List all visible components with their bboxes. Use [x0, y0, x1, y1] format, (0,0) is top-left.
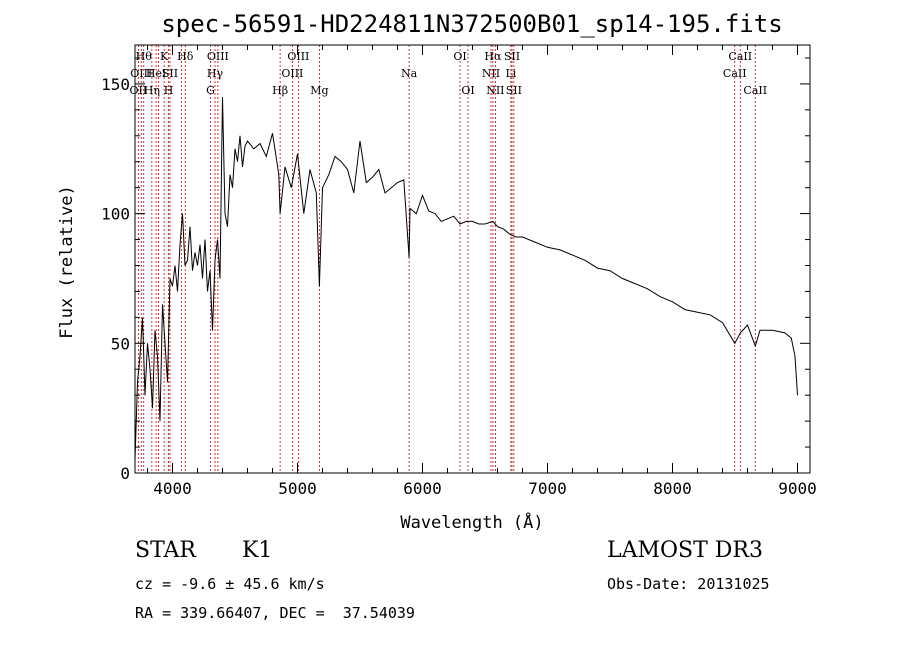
line-marker-label: Hβ — [272, 84, 288, 97]
line-marker-label: NII — [486, 84, 504, 97]
line-marker-label: Hδ — [177, 50, 194, 63]
line-marker-label: Hη — [144, 84, 160, 97]
line-marker-label: NII — [482, 67, 500, 80]
redshift-readout: cz = -9.6 ± 45.6 km/s — [135, 575, 325, 593]
y-tick-label: 100 — [101, 205, 130, 224]
line-marker-label: CaII — [743, 84, 767, 97]
x-axis-label: Wavelength (Å) — [400, 511, 543, 533]
line-marker-label: Hγ — [207, 67, 224, 80]
line-marker-label: SII — [506, 84, 522, 97]
x-tick-label: 7000 — [528, 479, 567, 498]
survey-name: LAMOST DR3 — [607, 538, 763, 563]
line-marker-label: SII — [504, 50, 520, 63]
line-marker-label: Li — [505, 67, 516, 80]
line-marker-label: OI — [453, 50, 466, 63]
y-axis-label: Flux (relative) — [57, 185, 77, 339]
x-tick-label: 9000 — [778, 479, 817, 498]
line-marker-label: OIII — [281, 67, 303, 80]
line-marker-label: K — [160, 50, 169, 63]
object-subclass: K1 — [242, 538, 273, 563]
line-marker-label: SII — [162, 67, 178, 80]
line-marker-label: G — [206, 84, 215, 97]
chart-title: spec-56591-HD224811N372500B01_sp14-195.f… — [161, 10, 782, 38]
x-axis-ticks: 4000 5000 6000 7000 8000 9000 — [147, 45, 817, 498]
line-marker-label: Na — [401, 67, 418, 80]
line-marker-label: OIII — [130, 67, 152, 80]
line-marker-label: Hθ — [136, 50, 153, 63]
x-tick-label: 4000 — [153, 479, 192, 498]
x-tick-label: 6000 — [403, 479, 442, 498]
line-marker-label: CaII — [723, 67, 747, 80]
object-class: STAR — [135, 538, 196, 563]
line-marker-label: Hα — [484, 50, 502, 63]
y-axis-ticks: 0 50 100 150 — [101, 57, 810, 483]
line-marker-label: OIII — [287, 50, 309, 63]
line-marker-label: HeI — [146, 67, 166, 80]
obs-date-readout: Obs-Date: 20131025 — [607, 575, 770, 593]
coordinates-readout: RA = 339.66407, DEC = 37.54039 — [135, 604, 415, 622]
y-tick-label: 50 — [111, 334, 130, 353]
y-tick-label: 150 — [101, 75, 130, 94]
emission-line-markers — [137, 45, 756, 473]
x-tick-label: 5000 — [278, 479, 317, 498]
y-tick-label: 0 — [120, 464, 130, 483]
line-marker-label: Mg — [310, 84, 328, 97]
plot-frame — [134, 44, 811, 474]
line-marker-label: OII — [130, 84, 148, 97]
spectrum-series-line — [134, 96, 798, 461]
line-marker-label: OIII — [207, 50, 229, 63]
x-tick-label: 8000 — [653, 479, 692, 498]
line-marker-label: OI — [461, 84, 474, 97]
line-marker-label: CaII — [728, 50, 752, 63]
line-marker-label: H — [164, 84, 174, 97]
emission-line-labels: OII OIII Hθ Hη HeI K H SII Hδ G Hγ OIII Hβ OIII OIII Mg… — [130, 50, 768, 97]
